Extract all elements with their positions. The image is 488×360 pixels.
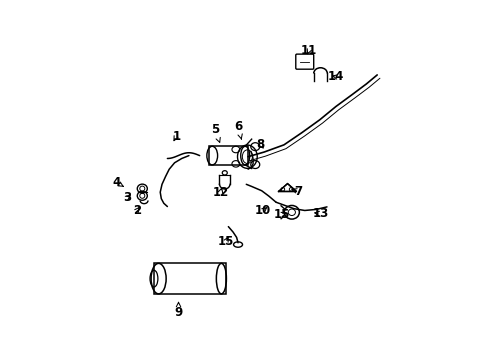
Text: 12: 12 (212, 186, 228, 199)
Text: 1: 1 (172, 130, 180, 143)
Text: 4: 4 (112, 176, 123, 189)
Text: 10: 10 (255, 204, 271, 217)
Text: 9: 9 (174, 302, 182, 319)
Text: 6: 6 (233, 121, 242, 139)
Text: 8: 8 (256, 138, 264, 150)
Text: 15: 15 (273, 208, 289, 221)
Text: 14: 14 (327, 70, 344, 83)
Text: 5: 5 (210, 123, 220, 142)
Text: 15: 15 (217, 235, 234, 248)
Text: 2: 2 (133, 204, 141, 217)
Text: 11: 11 (300, 44, 317, 57)
Text: 7: 7 (291, 185, 302, 198)
Text: 3: 3 (122, 192, 131, 204)
Text: 13: 13 (312, 207, 328, 220)
